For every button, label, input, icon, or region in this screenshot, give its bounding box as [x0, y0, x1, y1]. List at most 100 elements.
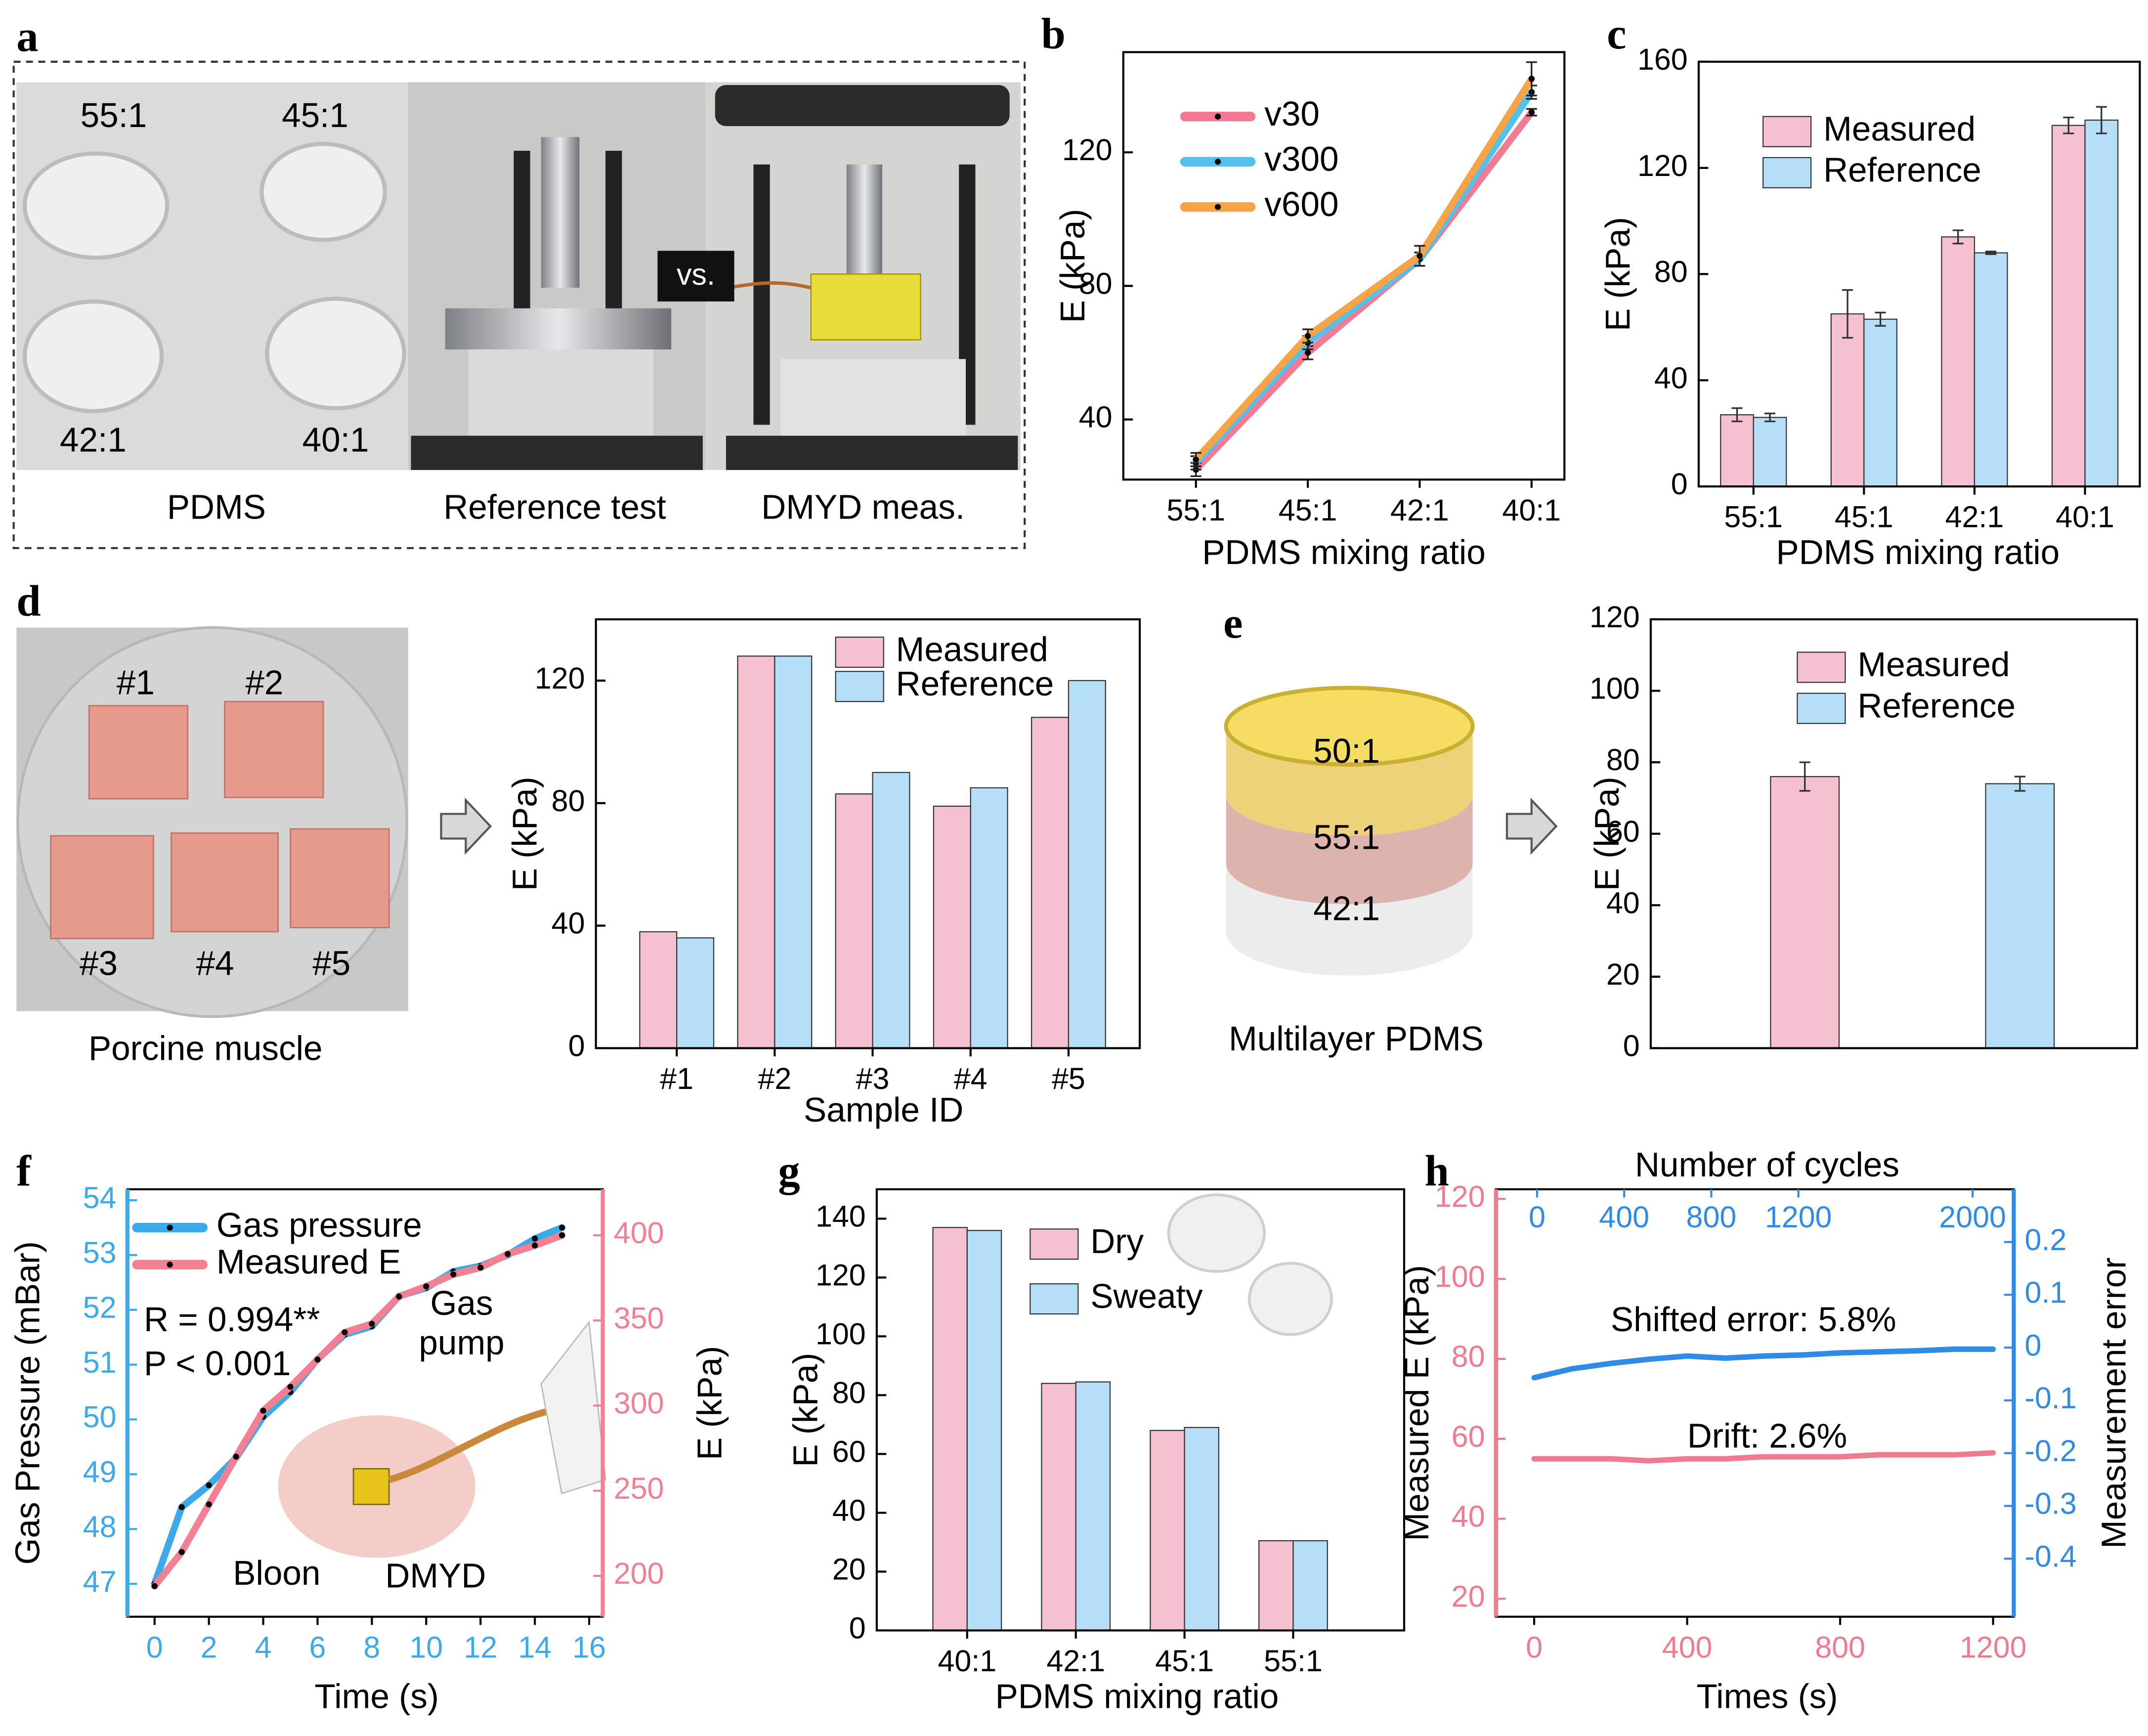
marker [178, 1549, 185, 1555]
y-axis-label: E (kPa) [1053, 209, 1092, 323]
x-tick-label: 0 [146, 1630, 163, 1664]
x-tick-label: 16 [572, 1630, 606, 1664]
y2-tick-label: -0.3 [2025, 1487, 2077, 1520]
y-tick-label: 120 [1590, 600, 1640, 634]
marker [369, 1321, 375, 1327]
x-tick-label: 45:1 [1835, 500, 1893, 534]
marker [423, 1283, 430, 1290]
y-tick-label: 20 [832, 1553, 866, 1586]
legend-label: v300 [1264, 139, 1338, 178]
annotation: Shifted error: 5.8% [1611, 1300, 1896, 1339]
y-axis-label: E (kPa) [505, 777, 544, 891]
legend-marker [1214, 204, 1221, 210]
y-tick-label: 80 [832, 1376, 866, 1410]
annotation: P < 0.001 [144, 1344, 291, 1383]
legend-swatch [1030, 1283, 1079, 1315]
legend-label: Gas pressure [216, 1206, 422, 1244]
bar [1720, 414, 1754, 487]
bar [872, 772, 910, 1049]
bar [1031, 717, 1070, 1049]
y2-tick-label: -0.1 [2025, 1381, 2077, 1415]
inset-photo-f [278, 1320, 606, 1558]
photo-label: 55:1 [81, 96, 147, 134]
line [1192, 75, 1535, 463]
x-tick-label: 14 [518, 1630, 552, 1664]
legend-label: Measured [1857, 645, 2010, 684]
marker [396, 1293, 402, 1300]
marker [151, 1583, 158, 1589]
line [1531, 1450, 1996, 1464]
marker [1528, 76, 1535, 82]
x-tick-label: #2 [758, 1062, 791, 1095]
legend-marker [167, 1224, 173, 1231]
y-tick-label: 140 [816, 1200, 866, 1233]
error-bar [1985, 251, 1997, 255]
y2-tick-label: 0 [2025, 1328, 2042, 1362]
marker [314, 1356, 321, 1363]
y-tick-label: 47 [83, 1564, 117, 1598]
muscle-samples [50, 700, 390, 940]
x-tick-label: 45:1 [1155, 1644, 1214, 1678]
marker [206, 1501, 212, 1508]
x-tick-label: 55:1 [1264, 1644, 1323, 1678]
legend-marker [167, 1261, 173, 1268]
legend-label: Reference [1857, 686, 2016, 725]
bar [1985, 783, 2055, 1049]
dashed-frame [12, 60, 1026, 549]
legend-swatch [1797, 693, 1846, 724]
photo-pdms [16, 82, 408, 470]
error-bar [2014, 776, 2025, 792]
error-bar [1731, 407, 1743, 423]
plot-frame [1122, 51, 1566, 481]
marker [260, 1407, 266, 1414]
marker [1193, 456, 1199, 463]
bar [1068, 680, 1106, 1049]
error-bar [1875, 311, 1886, 327]
x-tick-label: 42:1 [1046, 1644, 1105, 1678]
legend-swatch [1762, 157, 1812, 188]
x-axis-label: Times (s) [1696, 1677, 1838, 1715]
arrow [1505, 797, 1558, 855]
bar [2051, 125, 2086, 487]
y-tick-label: 100 [816, 1317, 866, 1351]
legend-marker [1214, 159, 1221, 165]
y-tick-label: 20 [1452, 1579, 1485, 1613]
y2-tick-label: -0.4 [2025, 1539, 2077, 1573]
x2-tick-label: 2000 [1939, 1200, 2006, 1234]
x-tick-label: 400 [1662, 1630, 1713, 1664]
y-tick-label: 0 [568, 1029, 585, 1063]
y-tick-label: 54 [83, 1181, 117, 1215]
bar [970, 787, 1008, 1049]
y-axis-label: E (kPa) [1598, 217, 1637, 331]
x-tick-label: 12 [464, 1630, 497, 1664]
y-tick-label: 49 [83, 1455, 117, 1489]
y2-tick-label: 400 [614, 1216, 664, 1250]
legend-label: Dry [1090, 1222, 1144, 1260]
photo-label: #4 [196, 944, 234, 982]
y-tick-label: 120 [1062, 133, 1113, 167]
photo-label: 40:1 [302, 421, 369, 459]
photo-caption: DMYD meas. [761, 488, 965, 526]
photo-label: 50:1 [1313, 732, 1380, 770]
x-tick-label: 8 [363, 1630, 380, 1664]
y2-tick-label: 250 [614, 1472, 664, 1505]
y-tick-label: 80 [552, 784, 585, 818]
bar [932, 1227, 968, 1631]
marker [206, 1482, 212, 1488]
marker [178, 1504, 185, 1511]
x-tick-label: 45:1 [1279, 493, 1337, 527]
bar [1863, 318, 1897, 487]
error-bar [2063, 116, 2074, 134]
photo-caption: Reference test [443, 488, 666, 526]
inset-photo-g [1167, 1193, 1333, 1336]
y-tick-label: 0 [1623, 1029, 1640, 1063]
marker [559, 1232, 565, 1239]
bar [639, 931, 678, 1049]
annotation: Drift: 2.6% [1687, 1417, 1847, 1455]
x-axis-label: PDMS mixing ratio [1202, 533, 1486, 571]
bar [966, 1230, 1002, 1631]
marker [1304, 333, 1311, 339]
legend-swatch [1797, 651, 1846, 683]
x-tick-label: 0 [1526, 1630, 1543, 1664]
x-axis-label: Sample ID [804, 1090, 963, 1129]
